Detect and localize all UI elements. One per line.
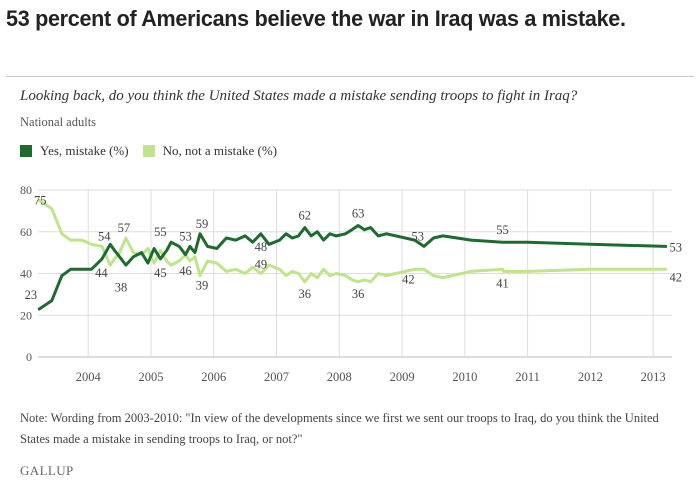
data-label-no: 57: [118, 221, 131, 235]
x-tick-label: 2005: [138, 370, 163, 384]
y-tick-label: 40: [20, 267, 32, 281]
data-label-no: 36: [299, 287, 312, 301]
data-label-no: 46: [179, 264, 192, 278]
data-label-no: 44: [95, 266, 108, 280]
x-tick-label: 2009: [390, 370, 415, 384]
data-label-yes: 53: [179, 229, 192, 243]
x-tick-label: 2012: [578, 370, 603, 384]
series-line-yes: [37, 224, 668, 311]
legend-label-no: No, not a mistake (%): [162, 143, 278, 158]
gallup-logo: GALLUP: [20, 463, 74, 478]
population-label: National adults: [20, 115, 97, 129]
data-label-yes: 48: [255, 240, 268, 254]
data-label-no: 55: [154, 225, 167, 239]
x-tick-label: 2006: [201, 370, 226, 384]
divider: [6, 76, 694, 77]
data-label-yes: 55: [496, 223, 509, 237]
line-chart: 0 20 40 60 80 2004 2005 2006 2007 2008 2009 2010 201…: [20, 183, 682, 384]
data-label-yes: 38: [115, 281, 128, 295]
legend-item-no: No, not a mistake (%): [142, 143, 278, 159]
data-label-yes: 53: [669, 240, 682, 254]
y-tick-label: 0: [26, 350, 32, 364]
data-label-no: 49: [255, 258, 268, 272]
x-tick-label: 2011: [515, 370, 540, 384]
x-tick-label: 2004: [76, 370, 102, 384]
data-label-no: 39: [196, 279, 209, 293]
data-label-no: 41: [496, 276, 509, 290]
data-label-yes: 54: [98, 229, 111, 243]
wording-note: Note: Wording from 2003-2010: "In view o…: [20, 411, 659, 446]
legend-swatch-yes: [20, 145, 32, 157]
survey-question: Looking back, do you think the United St…: [20, 88, 578, 104]
chart-legend: Yes, mistake (%) No, not a mistake (%): [20, 143, 291, 159]
x-tick-label: 2007: [264, 370, 289, 384]
data-label-yes: 62: [299, 209, 312, 223]
data-label-no: 42: [669, 270, 682, 284]
data-label-no: 36: [352, 287, 365, 301]
data-label-no: 42: [402, 272, 415, 286]
legend-label-yes: Yes, mistake (%): [40, 143, 129, 158]
x-tick-label: 2013: [641, 370, 666, 384]
legend-item-yes: Yes, mistake (%): [20, 143, 129, 159]
x-tick-label: 2010: [452, 370, 477, 384]
data-label-yes: 23: [25, 288, 38, 302]
headline: 53 percent of Americans believe the war …: [6, 6, 626, 31]
y-tick-label: 80: [20, 183, 32, 197]
y-tick-label: 20: [20, 308, 32, 322]
data-label-no: 75: [34, 193, 47, 207]
series-line-no: [37, 198, 668, 284]
data-label-yes: 53: [412, 229, 425, 243]
data-label-yes: 63: [352, 206, 365, 220]
y-tick-label: 60: [20, 225, 32, 239]
data-label-yes: 45: [154, 266, 167, 280]
legend-swatch-no: [142, 145, 155, 157]
data-label-yes: 59: [196, 217, 209, 231]
x-tick-label: 2008: [327, 370, 352, 384]
